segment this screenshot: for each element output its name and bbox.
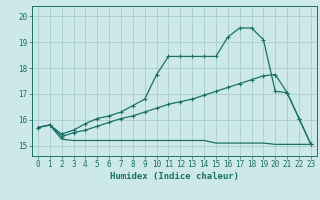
X-axis label: Humidex (Indice chaleur): Humidex (Indice chaleur): [110, 172, 239, 181]
